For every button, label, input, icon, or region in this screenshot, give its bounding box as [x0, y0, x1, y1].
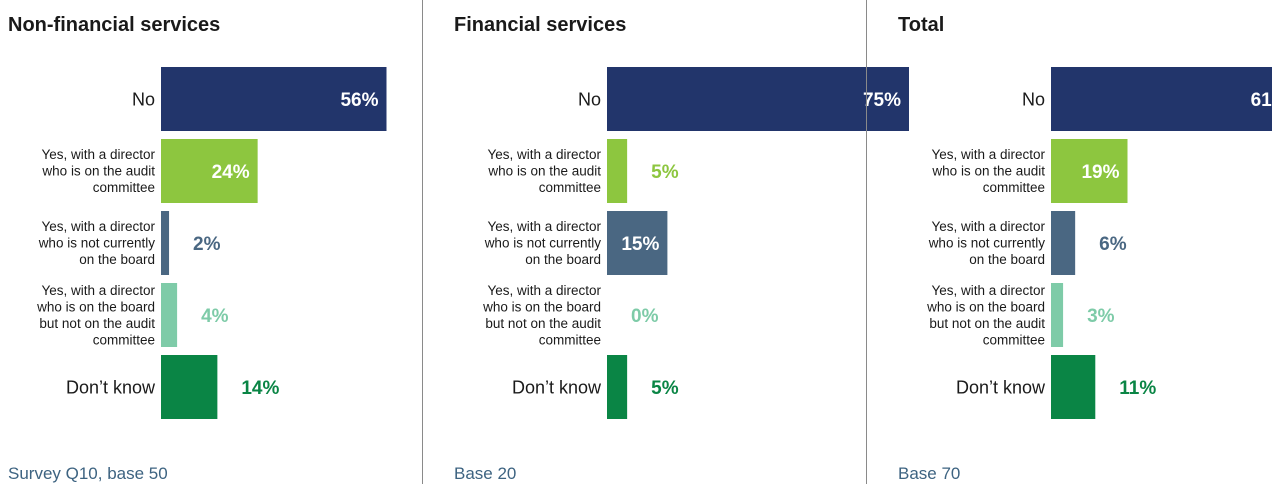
bar-no [607, 67, 909, 131]
value-label: 0% [631, 306, 659, 327]
value-label: 56% [340, 90, 378, 111]
bar-board-not-audit [161, 283, 178, 347]
category-label: Yes, with a director who is on the audit c… [487, 147, 601, 195]
panel-divider [866, 0, 867, 484]
bar-audit [161, 139, 258, 203]
category-label: No [578, 89, 601, 109]
category-label: Yes, with a director who is not currently… [484, 219, 602, 267]
panel-title: Financial services [454, 14, 627, 36]
bar-no [1051, 67, 1272, 131]
value-label: 5% [651, 378, 679, 399]
value-label: 24% [212, 162, 250, 183]
value-label: 19% [1081, 162, 1119, 183]
value-label: 6% [1099, 234, 1127, 255]
panel-title: Non-financial services [8, 14, 221, 36]
category-label: Don’t know [512, 377, 602, 397]
bar-dont-know [607, 355, 628, 419]
bar-audit [607, 139, 628, 203]
panel-divider [422, 0, 423, 484]
value-label: 61% [1251, 90, 1272, 111]
base-note: Survey Q10, base 50 [8, 464, 168, 483]
panel-title: Total [898, 14, 945, 36]
category-label: Yes, with a director who is on the board b… [482, 283, 601, 348]
bar-chart-non-financial: No 56% Yes, with a director who is on the a… [36, 67, 387, 419]
value-label: 2% [193, 234, 221, 255]
category-label: No [1022, 89, 1045, 109]
bar-board-not-audit [1051, 283, 1064, 347]
bar-chart-financial: No 75% Yes, with a director who is on the a… [482, 67, 909, 419]
category-label: Yes, with a director who is not currently… [928, 219, 1046, 267]
value-label: 14% [241, 378, 279, 399]
base-note: Base 20 [454, 464, 517, 483]
category-label: Don’t know [956, 377, 1046, 397]
bar-dont-know [1051, 355, 1096, 419]
value-label: 15% [621, 234, 659, 255]
value-label: 75% [863, 90, 901, 111]
value-label: 4% [201, 306, 229, 327]
value-label: 5% [651, 162, 679, 183]
category-label: Yes, with a director who is not currently… [38, 219, 156, 267]
bar-audit [1051, 139, 1128, 203]
category-label: Don’t know [66, 377, 156, 397]
bar-not-board [161, 211, 170, 275]
bar-not-board [1051, 211, 1076, 275]
panel-financial: Financial services No 75% Yes, with a dire… [454, 0, 909, 487]
category-label: Yes, with a director who is on the audit c… [41, 147, 155, 195]
category-label: Yes, with a director who is on the audit c… [931, 147, 1045, 195]
panel-non-financial: Non-financial services No 56% Yes, with a … [8, 0, 408, 487]
value-label: 11% [1119, 378, 1156, 399]
base-note: Base 70 [898, 464, 961, 483]
value-label: 3% [1087, 306, 1115, 327]
bar-no [161, 67, 387, 131]
category-label: No [132, 89, 155, 109]
category-label: Yes, with a director who is on the board b… [36, 283, 155, 348]
bar-not-board [607, 211, 668, 275]
bar-dont-know [161, 355, 218, 419]
category-label: Yes, with a director who is on the board b… [926, 283, 1045, 348]
